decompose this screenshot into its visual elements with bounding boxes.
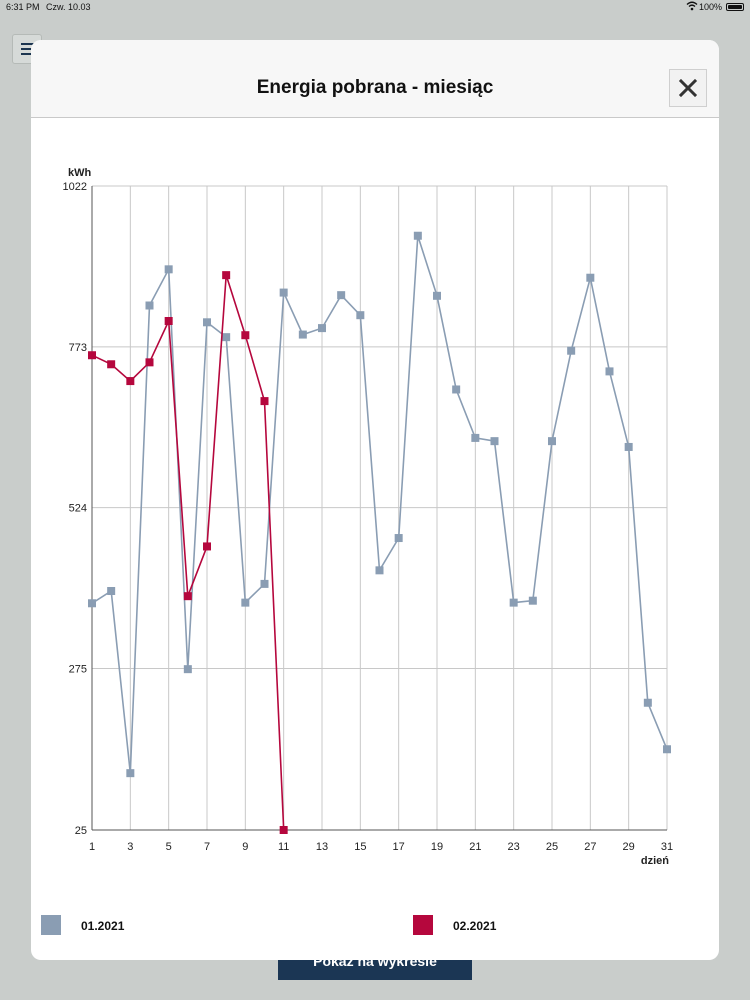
data-point-jan [567,346,576,355]
data-point-jan [394,534,403,543]
data-point-feb [164,317,173,326]
data-point-jan [433,291,441,300]
series-line-jan [91,235,668,774]
x-tick-label: 5 [166,841,172,853]
status-time: 6:31 PM [6,2,40,12]
close-button[interactable] [669,69,707,107]
close-icon [679,79,697,97]
data-point-feb [145,358,154,367]
legend-swatch-feb [413,915,433,935]
legend-label-feb: 02.2021 [453,919,497,933]
data-point-jan [222,333,231,342]
data-point-jan [107,587,116,596]
legend-label-jan: 01.2021 [81,919,125,933]
x-tick-label: 17 [393,841,405,853]
y-tick-label: 275 [69,664,87,676]
modal-header: Energia pobrana - miesiąc [31,40,719,118]
data-point-feb [107,360,116,369]
series-line-feb [91,274,285,831]
data-point-jan [88,599,96,608]
data-point-feb [279,826,288,834]
data-point-jan [203,318,211,327]
data-point-jan [528,596,537,605]
data-point-jan [298,330,307,339]
data-point-feb [203,542,211,551]
y-axis-label: kWh [68,167,92,179]
data-point-jan [605,367,614,376]
data-point-jan [145,301,154,310]
y-tick-label: 524 [69,503,87,515]
data-point-jan [126,769,135,778]
wifi-icon [686,1,698,11]
data-point-feb [183,592,192,601]
x-axis-label: dzień [641,855,669,867]
data-point-jan [260,579,269,588]
data-point-jan [452,385,461,394]
y-tick-label: 773 [69,342,87,354]
x-tick-label: 29 [623,841,635,853]
data-point-jan [548,437,556,446]
legend-swatch-jan [41,915,61,935]
data-point-jan [490,437,499,446]
data-point-jan [663,745,671,754]
data-point-jan [413,231,422,240]
data-point-feb [126,377,135,386]
x-tick-label: 27 [584,841,596,853]
x-tick-label: 31 [661,841,673,853]
y-tick-label: 25 [75,825,87,837]
data-point-jan [509,598,518,607]
data-point-feb [241,331,250,340]
x-tick-label: 25 [546,841,558,853]
x-tick-label: 23 [508,841,520,853]
status-date: Czw. 10.03 [46,2,91,12]
x-tick-label: 3 [127,841,133,853]
data-point-jan [183,665,192,674]
data-point-jan [337,291,346,300]
battery-percent: 100% [698,2,722,12]
data-point-jan [643,698,652,707]
x-tick-label: 7 [204,841,210,853]
x-tick-label: 15 [354,841,366,853]
data-point-jan [279,288,288,297]
x-tick-label: 19 [431,841,443,853]
data-point-feb [222,271,231,280]
chart-series [88,231,671,834]
x-tick-label: 9 [242,841,248,853]
data-point-jan [318,324,326,333]
y-tick-label: 1022 [63,181,87,193]
data-point-jan [624,442,633,451]
data-point-jan [356,311,365,320]
data-point-jan [471,433,480,442]
status-bar: 6:31 PM Czw. 10.03 100% [0,0,750,14]
data-point-feb [260,397,269,406]
chart-modal: Energia pobrana - miesiąc 25 275 524 773 102… [31,40,719,960]
data-point-feb [88,351,96,360]
chart-grid [91,185,668,831]
data-point-jan [586,273,595,282]
data-point-jan [164,265,173,274]
data-point-jan [375,566,384,575]
x-tick-label: 1 [89,841,95,853]
modal-title: Energia pobrana - miesiąc [256,77,494,98]
x-tick-label: 11 [278,841,289,853]
data-point-jan [241,598,250,607]
battery-icon [726,3,744,11]
x-tick-label: 21 [469,841,481,853]
x-tick-label: 13 [316,841,328,853]
